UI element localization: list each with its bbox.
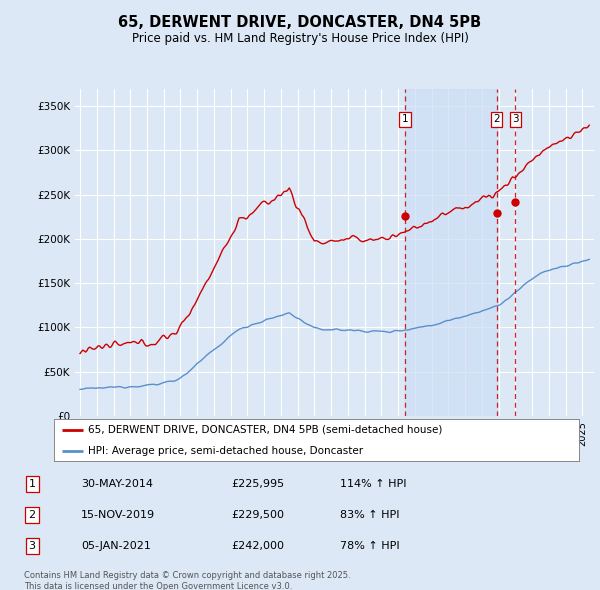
Text: 2: 2 — [493, 114, 500, 124]
Text: 1: 1 — [29, 478, 35, 489]
Text: 15-NOV-2019: 15-NOV-2019 — [81, 510, 155, 520]
Text: £225,995: £225,995 — [231, 478, 284, 489]
Text: 78% ↑ HPI: 78% ↑ HPI — [340, 541, 400, 551]
Text: HPI: Average price, semi-detached house, Doncaster: HPI: Average price, semi-detached house,… — [88, 446, 363, 455]
Text: £229,500: £229,500 — [231, 510, 284, 520]
Text: 2: 2 — [29, 510, 36, 520]
Text: 3: 3 — [29, 541, 35, 551]
Text: Contains HM Land Registry data © Crown copyright and database right 2025.
This d: Contains HM Land Registry data © Crown c… — [24, 571, 350, 590]
Text: 114% ↑ HPI: 114% ↑ HPI — [340, 478, 407, 489]
Text: Price paid vs. HM Land Registry's House Price Index (HPI): Price paid vs. HM Land Registry's House … — [131, 32, 469, 45]
Text: 3: 3 — [512, 114, 519, 124]
Text: £242,000: £242,000 — [231, 541, 284, 551]
Text: 30-MAY-2014: 30-MAY-2014 — [81, 478, 153, 489]
Text: 05-JAN-2021: 05-JAN-2021 — [81, 541, 151, 551]
Text: 1: 1 — [401, 114, 408, 124]
Text: 65, DERWENT DRIVE, DONCASTER, DN4 5PB: 65, DERWENT DRIVE, DONCASTER, DN4 5PB — [118, 15, 482, 30]
Text: 65, DERWENT DRIVE, DONCASTER, DN4 5PB (semi-detached house): 65, DERWENT DRIVE, DONCASTER, DN4 5PB (s… — [88, 425, 443, 434]
Bar — [405, 88, 497, 416]
Text: 83% ↑ HPI: 83% ↑ HPI — [340, 510, 400, 520]
